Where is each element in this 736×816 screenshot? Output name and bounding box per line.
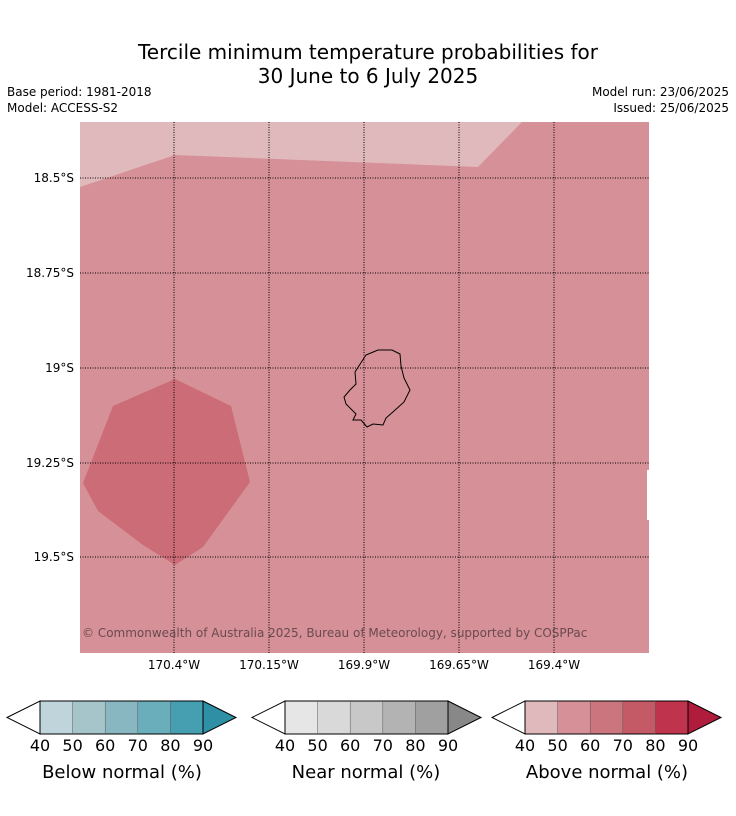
colorbar-tick-label: 60 — [580, 736, 601, 755]
map-title-line2: 30 June to 6 July 2025 — [257, 64, 479, 88]
colorbar-tick-label: 90 — [437, 736, 459, 755]
above-normal-colorbar — [491, 700, 723, 735]
colorbar-segment — [170, 701, 203, 734]
colorbar-segment — [557, 701, 591, 734]
colorbar-segment — [622, 701, 656, 734]
colorbar-segment — [285, 701, 318, 734]
colorbar-tick-label: 80 — [405, 736, 426, 755]
colorbar-segment — [40, 701, 73, 734]
lon-label: 169.9°W — [337, 658, 391, 672]
colorbar-tick-label: 80 — [645, 736, 666, 755]
colorbar-lower-extension — [491, 700, 526, 735]
colorbar-tick-label: 60 — [340, 736, 361, 755]
colorbar-segment — [137, 701, 171, 734]
colorbar-segment — [350, 701, 383, 734]
colorbar-tick-label: 70 — [127, 736, 148, 755]
colorbar-tick-label: 80 — [160, 736, 181, 755]
below-normal-colorbar — [6, 700, 238, 735]
lat-label: 19.25°S — [26, 456, 74, 470]
colorbar-tick-label: 60 — [95, 736, 116, 755]
colorbar-tick-label: 40 — [274, 736, 296, 755]
region-above-40-50 — [80, 122, 522, 187]
colorbar-tick-label: 40 — [514, 736, 536, 755]
colorbar-segment — [105, 701, 138, 734]
colorbar-tick-label: 40 — [29, 736, 51, 755]
probability-map — [80, 122, 649, 653]
model-text: Model: ACCESS-S2 — [7, 101, 119, 115]
colorbar-tick-label: 90 — [677, 736, 699, 755]
white-sliver — [647, 470, 649, 520]
lon-label: 170.15°W — [239, 658, 299, 672]
colorbar-upper-extension — [202, 700, 238, 735]
lat-label: 18.5°S — [33, 171, 74, 185]
above-normal-label: Above normal (%) — [525, 762, 689, 783]
colorbar-tick-label: 90 — [192, 736, 214, 755]
gridlines — [80, 122, 649, 653]
region-above-60-70 — [83, 379, 250, 565]
issued-text: Issued: 25/06/2025 — [613, 101, 729, 115]
map-title-line1: Tercile minimum temperature probabilitie… — [137, 40, 599, 64]
colorbar-segment — [655, 701, 688, 734]
base-period-text: Base period: 1981-2018 — [7, 85, 152, 99]
model-run-text: Model run: 23/06/2025 — [591, 85, 729, 99]
colorbar-tick-label: 70 — [612, 736, 633, 755]
lon-label: 169.65°W — [429, 658, 489, 672]
colorbar-lower-extension — [6, 700, 41, 735]
colorbar-upper-extension — [687, 700, 723, 735]
lat-label: 18.75°S — [26, 266, 74, 280]
colorbar-segment — [317, 701, 351, 734]
near-normal-label: Near normal (%) — [291, 762, 441, 783]
lon-label: 169.4°W — [527, 658, 581, 672]
lon-label: 170.4°W — [147, 658, 201, 672]
colorbar-upper-extension — [447, 700, 483, 735]
lat-label: 19.5°S — [33, 550, 74, 564]
colorbar-segment — [72, 701, 106, 734]
island-outline — [343, 349, 411, 428]
colorbar-tick-label: 50 — [547, 736, 568, 755]
copyright-text: © Commonwealth of Australia 2025, Bureau… — [82, 626, 588, 640]
near-normal-colorbar — [251, 700, 483, 735]
colorbar-tick-label: 70 — [372, 736, 393, 755]
colorbar-tick-label: 50 — [62, 736, 83, 755]
colorbar-lower-extension — [251, 700, 286, 735]
lat-label: 19°S — [45, 361, 74, 375]
below-normal-label: Below normal (%) — [42, 762, 202, 783]
colorbar-tick-label: 50 — [307, 736, 328, 755]
colorbar-segment — [415, 701, 448, 734]
colorbar-segment — [590, 701, 623, 734]
colorbar-segment — [525, 701, 558, 734]
colorbar-segment — [382, 701, 416, 734]
